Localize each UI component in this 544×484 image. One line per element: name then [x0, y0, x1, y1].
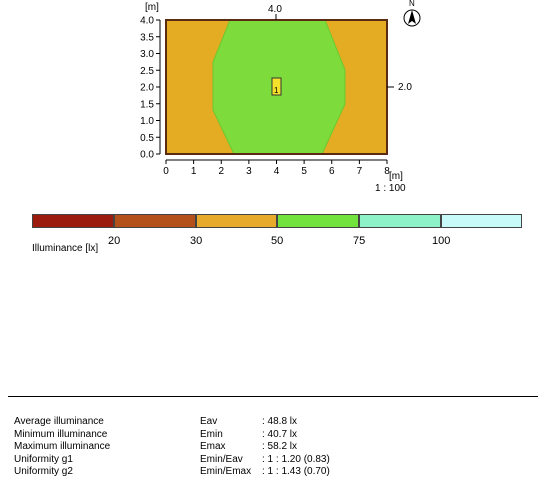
legend-tick-50: 50 [271, 235, 284, 247]
stat-label: Uniformity g1 [14, 453, 73, 465]
stat-label: Uniformity g2 [14, 466, 73, 477]
legend-swatch-4 [277, 214, 359, 228]
luminaire[interactable] [271, 77, 282, 96]
legend-tick-75: 75 [353, 235, 366, 247]
y-tick-label: 0.0 [140, 150, 154, 161]
y-tick-label: 4.0 [140, 16, 154, 27]
stat-symbol: Emin/Eav [200, 453, 243, 465]
y-axis-ticks: 4.0 3.5 3.0 2.5 2.0 1.5 1.0 0.5 0.0 [140, 16, 160, 161]
legend-title: Illuminance [lx] [32, 243, 99, 254]
x-tick-label: 8 [384, 166, 390, 177]
stat-value: : 1 : 1.20 (0.83) [262, 453, 330, 465]
y-tick-label: 2.0 [140, 83, 154, 94]
divider [8, 396, 538, 397]
legend-swatch-6 [441, 214, 522, 228]
x-tick-label: 6 [329, 166, 335, 177]
stat-value: : 58.2 lx [262, 441, 298, 452]
x-tick-label: 2 [218, 166, 224, 177]
legend-tick-100: 100 [432, 235, 451, 247]
y-unit-label: [m] [145, 2, 159, 13]
y-tick-label: 1.0 [140, 116, 154, 127]
scale-label: 1 : 100 [375, 183, 406, 194]
legend-swatch-2 [114, 214, 196, 228]
y-tick-label: 0.5 [140, 133, 154, 144]
stat-value: : 1 : 1.43 (0.70) [262, 466, 330, 477]
x-tick-label: 4 [274, 166, 280, 177]
legend-swatch-3 [196, 214, 277, 228]
x-tick-label: 1 [191, 166, 197, 177]
y-tick-label: 2.5 [140, 66, 154, 77]
north-label: N [409, 0, 415, 8]
x-tick-label: 7 [357, 166, 363, 177]
stat-symbol: Emin [200, 428, 223, 440]
legend-tick-30: 30 [190, 235, 203, 247]
stat-value: : 40.7 lx [262, 428, 298, 440]
legend-swatch-1 [32, 214, 114, 228]
stat-symbol: Emin/Emax [200, 466, 252, 477]
legend-tick-20: 20 [108, 235, 121, 247]
x-tick-label: 3 [246, 166, 252, 177]
stat-label: Minimum illuminance [14, 428, 108, 440]
stat-label: Maximum illuminance [14, 441, 111, 452]
north-arrow-icon [403, 9, 421, 27]
right-marker-label: 2.0 [398, 82, 412, 93]
top-marker-label: 4.0 [268, 4, 282, 15]
x-unit-label: [m] [389, 171, 403, 182]
x-axis-ticks: 0 1 2 3 4 5 6 7 8 [163, 160, 390, 177]
legend-swatch-5 [359, 214, 441, 228]
y-tick-label: 3.0 [140, 49, 154, 60]
stat-label: Average illuminance [14, 416, 104, 427]
x-tick-label: 5 [301, 166, 307, 177]
stat-value: : 48.8 lx [262, 416, 298, 427]
stat-symbol: Eav [200, 416, 218, 427]
luminaire-label: 1 [274, 86, 279, 95]
y-tick-label: 1.5 [140, 99, 154, 110]
y-tick-label: 3.5 [140, 32, 154, 43]
x-tick-label: 0 [163, 166, 169, 177]
stat-symbol: Emax [200, 441, 226, 452]
